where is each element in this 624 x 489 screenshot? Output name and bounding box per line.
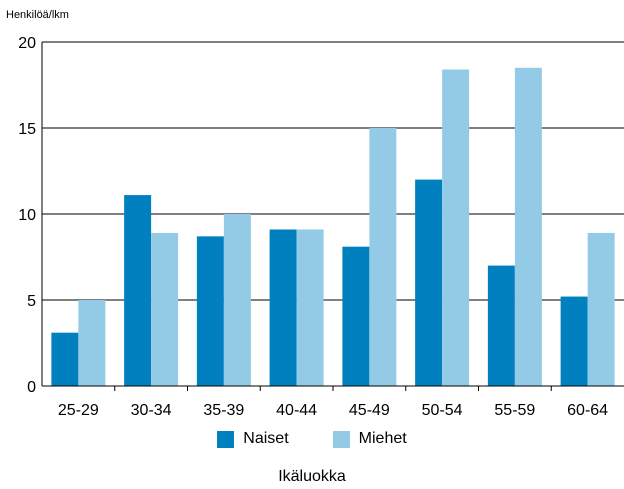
- legend-swatch-naiset: [217, 430, 235, 448]
- bar-naiset-40-44: [269, 229, 297, 386]
- x-tick-label-25-29: 25-29: [58, 402, 99, 419]
- bar-miehet-40-44: [296, 229, 324, 386]
- legend-item-miehet: Miehet: [332, 430, 407, 448]
- y-tick-label-20: 20: [18, 35, 36, 52]
- x-tick-label-50-54: 50-54: [422, 402, 463, 419]
- bar-miehet-60-64: [587, 232, 615, 386]
- bar-miehet-50-54: [442, 69, 470, 387]
- x-tick-label-45-49: 45-49: [349, 402, 390, 419]
- legend: Naiset Miehet: [0, 430, 624, 448]
- bar-naiset-35-39: [196, 236, 224, 386]
- bar-miehet-45-49: [369, 128, 397, 386]
- y-tick-label-5: 5: [27, 293, 36, 310]
- y-tick-label-15: 15: [18, 121, 36, 138]
- bar-miehet-30-34: [151, 232, 179, 386]
- bar-naiset-60-64: [560, 296, 588, 386]
- legend-swatch-miehet: [332, 430, 350, 448]
- legend-label-miehet: Miehet: [358, 430, 407, 447]
- x-tick-label-30-34: 30-34: [131, 402, 172, 419]
- legend-item-naiset: Naiset: [217, 430, 289, 448]
- bar-chart: 0 5 10 15 20 25-29 30-34 35-39 40-44 45-49 50-54 55…: [18, 35, 624, 419]
- x-tick-label-40-44: 40-44: [276, 402, 317, 419]
- bar-naiset-25-29: [51, 332, 79, 386]
- bar-miehet-35-39: [223, 214, 251, 386]
- bar-naiset-45-49: [342, 246, 370, 386]
- x-tick-label-35-39: 35-39: [203, 402, 244, 419]
- x-tick-label-60-64: 60-64: [567, 402, 608, 419]
- legend-label-naiset: Naiset: [243, 430, 289, 447]
- x-tick-label-55-59: 55-59: [494, 402, 535, 419]
- y-tick-label-0: 0: [27, 379, 36, 396]
- bar-miehet-25-29: [78, 300, 106, 386]
- bar-naiset-30-34: [124, 195, 152, 386]
- bar-naiset-50-54: [415, 179, 443, 386]
- y-tick-label-10: 10: [18, 207, 36, 224]
- y-axis-label: Henkilöä/lkm: [6, 9, 69, 21]
- bar-miehet-55-59: [514, 67, 542, 387]
- bar-naiset-55-59: [487, 265, 515, 386]
- x-axis-label: Ikäluokka: [278, 468, 346, 485]
